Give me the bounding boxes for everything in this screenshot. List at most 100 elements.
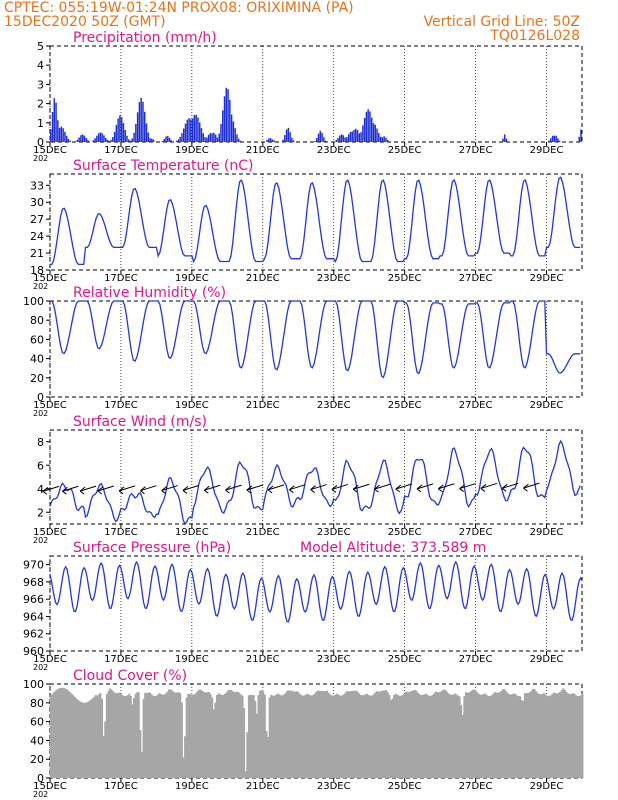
precip-bar xyxy=(119,115,121,142)
cloud-bar xyxy=(525,693,528,778)
cloud-bar xyxy=(554,693,557,778)
cloud-bar xyxy=(182,757,185,778)
cloud-bar xyxy=(235,692,238,778)
cloud-bar xyxy=(185,697,188,778)
cloud-bar xyxy=(508,694,511,778)
cloud-bar xyxy=(549,695,552,778)
cloud-bar xyxy=(123,696,126,778)
y-tick-label: 8 xyxy=(37,436,44,449)
cloud-bar xyxy=(338,695,341,778)
panel-wind: 15DEC 17DEC 19DEC 21DEC 23DEC 25DEC 27DEC 29DEC… xyxy=(33,414,583,545)
precip-bar xyxy=(99,132,102,142)
precip-bar xyxy=(229,99,231,142)
wind-barb-shaft xyxy=(267,484,285,491)
cloud-bar xyxy=(54,690,57,778)
cloud-bar xyxy=(329,694,332,778)
x-year-label: 202 xyxy=(33,409,48,418)
precip-bar xyxy=(558,140,561,142)
precip-bar xyxy=(289,132,291,142)
cloud-bar xyxy=(172,691,175,778)
precip-bar xyxy=(206,137,208,142)
wind-barb-head xyxy=(161,490,166,494)
cloud-bar xyxy=(539,694,542,778)
cloud-bar xyxy=(61,687,64,778)
cloud-bar xyxy=(300,695,303,778)
precip-bar xyxy=(149,138,151,142)
cloud-bar xyxy=(568,694,571,778)
wind-barb-head xyxy=(459,484,465,489)
header-station: CPTEC: 055:19W-01:24N PROX08: ORIXIMINA … xyxy=(4,0,354,16)
cloud-bar xyxy=(179,693,182,778)
temperature-title: Surface Temperature (nC) xyxy=(73,158,254,174)
cloud-bar xyxy=(193,694,196,778)
precip-bar xyxy=(360,132,362,142)
y-tick-label: 33 xyxy=(30,179,44,192)
temperature-line xyxy=(50,176,581,266)
cloud-bar xyxy=(297,692,300,778)
wind-barb-shaft xyxy=(97,485,114,492)
precip-bar xyxy=(50,129,52,142)
x-year-label: 202 xyxy=(33,282,48,291)
precip-bar xyxy=(131,138,134,142)
precip-bar xyxy=(381,137,384,142)
wind-title: Surface Wind (m/s) xyxy=(73,414,207,430)
x-year-label: 202 xyxy=(33,154,48,163)
precip-bar xyxy=(362,125,364,142)
cloud-bar xyxy=(228,689,231,778)
cloud-bar xyxy=(305,694,308,778)
cloud-bar xyxy=(477,693,480,778)
cloud-bar xyxy=(81,702,84,778)
precip-bar xyxy=(138,102,141,142)
cloud-bar xyxy=(417,692,420,778)
cloud-bar xyxy=(105,694,108,778)
cloud-bar xyxy=(330,695,333,778)
cloud-bar xyxy=(163,694,166,778)
precip-series xyxy=(50,87,582,142)
cloud-bar xyxy=(431,695,434,778)
cloud-bar xyxy=(298,693,301,778)
wind-barb-shaft xyxy=(42,485,60,492)
cloud-bar xyxy=(579,695,582,778)
cloud-bar xyxy=(463,696,466,778)
cloud-bar xyxy=(514,694,517,778)
precip-bar xyxy=(271,139,274,142)
cloud-bar xyxy=(425,693,428,778)
cloud-bar xyxy=(227,690,230,778)
wind-barb-shaft xyxy=(140,485,157,492)
x-tick-label: 29DEC xyxy=(530,273,564,284)
cloud-bar xyxy=(85,702,88,778)
cloud-bar xyxy=(337,694,340,778)
precip-bar xyxy=(136,112,139,142)
precip-bar xyxy=(291,137,293,142)
cloud-bar xyxy=(423,694,426,778)
precip-bar xyxy=(269,138,272,142)
cloud-series xyxy=(50,687,584,778)
cloud-bar xyxy=(56,689,59,778)
precip-bar xyxy=(351,131,353,142)
precip-bar xyxy=(64,131,66,142)
precip-bar xyxy=(553,135,556,142)
cloud-bar xyxy=(308,695,311,778)
precip-bar xyxy=(179,136,181,142)
precip-bar xyxy=(386,139,389,142)
cloud-bar xyxy=(492,693,495,778)
cloud-bar xyxy=(538,694,541,778)
cloud-bar xyxy=(573,693,576,778)
cloud-bar xyxy=(482,694,485,778)
precip-bar xyxy=(268,138,270,142)
cloud-bar xyxy=(367,695,370,778)
cloud-bar xyxy=(565,691,568,778)
wind-series xyxy=(42,439,581,526)
wind-barb-shaft xyxy=(79,485,97,492)
wind-barb-head xyxy=(289,489,294,494)
x-tick-label: 25DEC xyxy=(388,654,422,665)
precip-bar xyxy=(216,137,219,142)
panel-cloud: 15DEC 17DEC 19DEC 21DEC 23DEC 25DEC 27DEC 29DEC… xyxy=(23,668,584,799)
precip-bar xyxy=(133,132,135,142)
x-tick-label: 15DEC xyxy=(33,527,67,538)
cloud-bar xyxy=(117,693,120,778)
cloud-bar xyxy=(263,694,266,778)
cloud-bar xyxy=(570,693,573,778)
cloud-bar xyxy=(378,691,381,778)
x-tick-label: 21DEC xyxy=(246,654,280,665)
